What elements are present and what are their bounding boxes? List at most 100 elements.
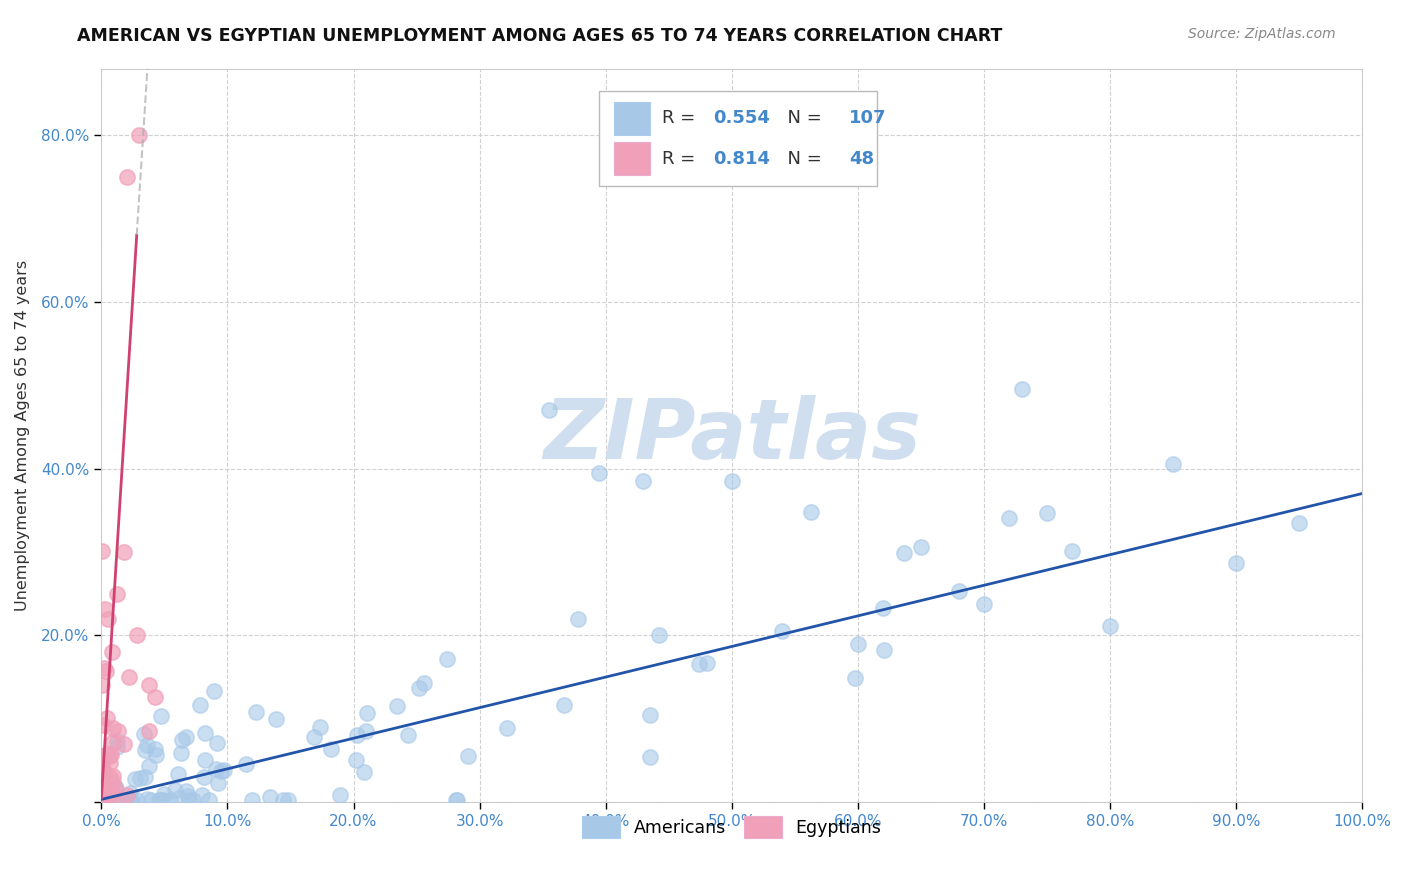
Point [105,734,128,748]
Text: N =: N = [776,110,827,128]
Point [846,637,869,651]
Text: 0.814: 0.814 [713,150,770,168]
Point [129,771,152,785]
Point [145,741,167,756]
Point [91,718,114,732]
Point [125,628,148,642]
Point [169,790,191,805]
Point [132,726,155,740]
Point [138,723,160,738]
Point [1288,516,1310,530]
Point [277,793,299,807]
Text: N =: N = [776,150,827,168]
Point [770,624,793,638]
Point [202,683,225,698]
Point [385,698,408,713]
Point [235,756,257,771]
Point [128,128,150,143]
Point [104,780,127,795]
Point [90,782,112,797]
Point [1060,543,1083,558]
Point [638,750,661,764]
Point [844,671,866,685]
Point [408,681,430,696]
Text: 48: 48 [849,150,875,168]
Point [101,721,124,735]
Point [112,545,135,559]
Text: AMERICAN VS EGYPTIAN UNEMPLOYMENT AMONG AGES 65 TO 74 YEARS CORRELATION CHART: AMERICAN VS EGYPTIAN UNEMPLOYMENT AMONG … [77,27,1002,45]
Point [124,772,146,786]
Point [193,770,215,784]
Text: 0.554: 0.554 [713,110,769,128]
Point [444,793,467,807]
Point [91,793,114,807]
Point [207,776,229,790]
Point [120,793,142,807]
Point [101,775,124,789]
Point [91,759,114,773]
Point [101,769,124,783]
Point [107,723,129,738]
Point [120,793,142,807]
Point [457,748,479,763]
Point [96,747,118,761]
Point [1161,457,1184,471]
Point [118,670,141,684]
Point [329,789,352,803]
Point [114,793,136,807]
Point [321,742,343,756]
Point [177,793,200,807]
Text: 107: 107 [849,110,886,128]
Point [271,793,294,807]
Point [553,698,575,713]
Point [96,788,118,802]
Point [96,783,118,797]
Point [153,788,176,802]
Point [105,586,128,600]
Point [90,790,112,805]
Point [159,793,181,807]
Point [177,789,200,804]
Point [93,764,115,778]
Point [93,601,115,615]
Point [115,169,138,184]
Point [91,753,114,767]
Point [264,713,287,727]
Point [346,728,368,742]
Point [205,736,228,750]
Point [209,764,232,778]
Point [125,793,148,807]
Point [91,678,114,692]
Point [98,756,121,771]
Text: R =: R = [662,150,702,168]
Point [105,739,128,754]
Point [93,793,115,807]
Point [181,793,204,807]
Point [647,628,669,642]
Point [115,788,138,802]
Point [176,730,198,744]
Y-axis label: Unemployment Among Ages 65 to 74 years: Unemployment Among Ages 65 to 74 years [15,260,30,611]
FancyBboxPatch shape [599,90,877,186]
Point [1098,619,1121,633]
Point [104,782,127,797]
Point [446,793,468,807]
Point [100,645,122,659]
Point [90,770,112,784]
Text: Source: ZipAtlas.com: Source: ZipAtlas.com [1188,27,1336,41]
Point [145,747,167,762]
Point [96,789,118,803]
Text: R =: R = [662,110,702,128]
Point [436,652,458,666]
Point [356,706,378,720]
Point [353,764,375,779]
Point [100,793,122,807]
Point [150,793,173,807]
Point [96,710,118,724]
Point [240,793,263,807]
Point [633,474,655,488]
Point [191,788,214,802]
Point [873,643,896,657]
Point [194,753,217,767]
Point [149,709,172,723]
